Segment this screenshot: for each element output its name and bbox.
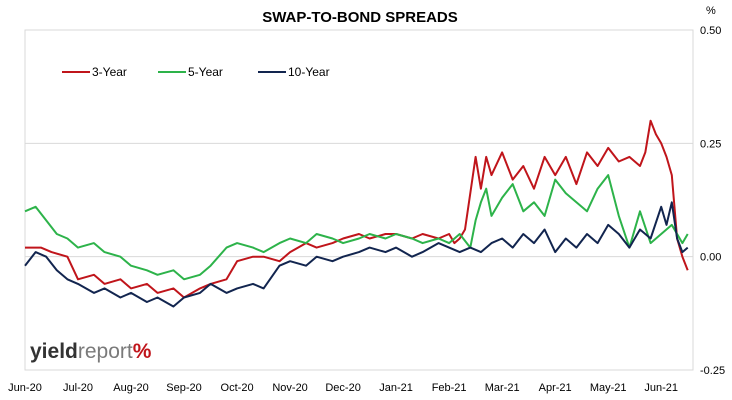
- plot-frame: [24, 29, 694, 371]
- y-tick-label: 0.00: [700, 252, 721, 264]
- y-tick-label: -0.25: [700, 365, 725, 377]
- legend-label: 3-Year: [92, 65, 127, 79]
- x-tick-label: Oct-20: [221, 382, 254, 394]
- logo-part-percent: %: [132, 340, 152, 363]
- legend-label: 10-Year: [288, 65, 330, 79]
- series-line-10-year: [24, 201, 689, 308]
- series-line-5-year: [24, 174, 689, 281]
- y-tick-label: 0.50: [700, 25, 721, 37]
- yieldreport-logo: yieldreport%: [30, 340, 151, 364]
- x-tick-label: Aug-20: [113, 382, 148, 394]
- logo-part-report: report: [77, 340, 133, 363]
- chart-title: SWAP-TO-BOND SPREADS: [262, 9, 458, 26]
- x-tick-label: Jan-21: [379, 382, 413, 394]
- x-axis-ticks: Jun-20 Jul-20 Aug-20 Sep-20 Oct-20 Nov-20 Dec-…: [8, 382, 678, 394]
- x-tick-label: May-21: [590, 382, 627, 394]
- y-axis-unit: %: [706, 5, 716, 17]
- x-tick-label: Jul-20: [63, 382, 93, 394]
- legend: 3-Year 5-Year 10-Year: [62, 65, 330, 79]
- series-layer: [24, 119, 689, 308]
- x-tick-label: Mar-21: [485, 382, 520, 394]
- legend-label: 5-Year: [188, 65, 223, 79]
- x-tick-label: Feb-21: [432, 382, 467, 394]
- x-tick-label: Jun-20: [8, 382, 42, 394]
- x-tick-label: Sep-20: [166, 382, 201, 394]
- logo-part-yield: yield: [30, 340, 78, 363]
- y-axis-ticks: -0.25 0.00 0.25 0.50: [700, 25, 725, 377]
- x-tick-label: Apr-21: [539, 382, 572, 394]
- y-tick-label: 0.25: [700, 138, 721, 150]
- x-tick-label: Dec-20: [325, 382, 360, 394]
- x-tick-label: Nov-20: [272, 382, 307, 394]
- x-tick-label: Jun-21: [644, 382, 678, 394]
